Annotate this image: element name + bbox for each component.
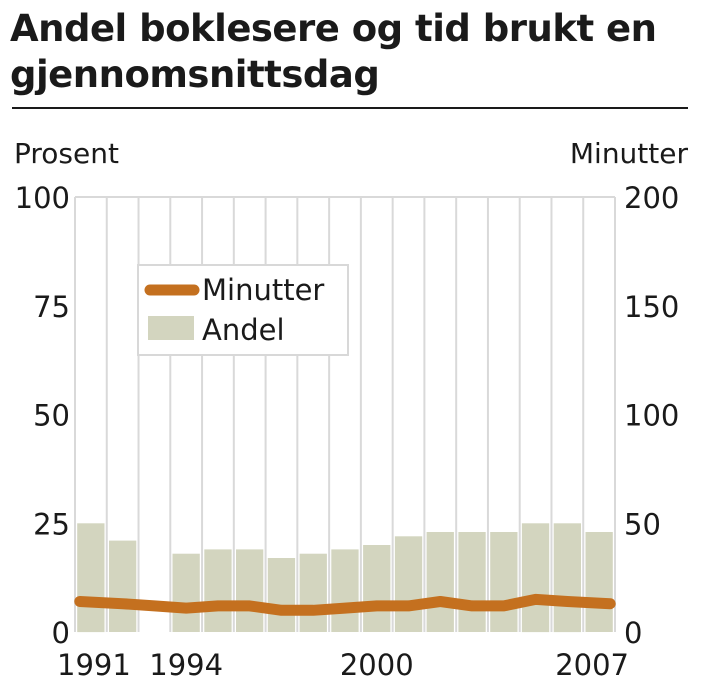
chart-title: Andel boklesere og tid brukt en gjennoms… bbox=[10, 7, 657, 96]
point-2003 bbox=[471, 605, 473, 607]
bar-2000 bbox=[363, 545, 391, 632]
bar-2001 bbox=[394, 536, 423, 632]
bar-1995 bbox=[204, 549, 232, 632]
point-2004 bbox=[503, 605, 505, 607]
point-1998 bbox=[312, 609, 314, 611]
xtick-1994: 1994 bbox=[149, 648, 223, 682]
point-2002 bbox=[439, 601, 441, 602]
point-2005 bbox=[535, 598, 537, 600]
bar-series-andel bbox=[75, 197, 615, 633]
point-1991 bbox=[79, 601, 81, 602]
legend-label-minutter: Minutter bbox=[202, 273, 324, 307]
point-1995 bbox=[217, 605, 219, 607]
bar-1999 bbox=[331, 549, 359, 632]
ytick-right-200: 200 bbox=[624, 181, 679, 215]
point-2006 bbox=[566, 601, 568, 602]
xtick-2000: 2000 bbox=[340, 648, 414, 682]
bar-2005 bbox=[521, 523, 550, 633]
line-series-minutter bbox=[74, 593, 616, 616]
point-2001 bbox=[408, 605, 409, 607]
ytick-left-100: 100 bbox=[15, 181, 70, 215]
ylabel-left: Prosent bbox=[14, 137, 119, 170]
axes: 0 25 50 75 100 0 50 100 150 200 1991 1994 2000 2007 Pr… bbox=[14, 137, 688, 682]
ytick-right-100: 100 bbox=[624, 399, 679, 433]
ylabel-right: Minutter bbox=[570, 137, 689, 170]
ytick-right-0: 0 bbox=[624, 616, 642, 650]
bar-2007 bbox=[585, 532, 613, 632]
bar-1997 bbox=[267, 558, 296, 632]
bar-1996 bbox=[236, 549, 264, 632]
point-2007 bbox=[609, 603, 611, 605]
ytick-right-50: 50 bbox=[624, 507, 661, 541]
bar-2004 bbox=[490, 532, 518, 632]
point-1994 bbox=[185, 607, 187, 609]
legend-label-andel: Andel bbox=[202, 313, 285, 347]
ytick-left-0: 0 bbox=[52, 616, 70, 650]
bar-1998 bbox=[299, 553, 327, 632]
bar-1994 bbox=[172, 553, 200, 632]
bar-1991 bbox=[77, 523, 105, 633]
bar-1992 bbox=[109, 540, 137, 632]
bar-2003 bbox=[458, 532, 486, 632]
point-1996 bbox=[249, 605, 251, 607]
point-1999 bbox=[344, 607, 346, 609]
legend: Minutter Andel bbox=[137, 264, 349, 356]
title-divider bbox=[12, 107, 688, 109]
point-2000 bbox=[376, 605, 378, 607]
ytick-left-25: 25 bbox=[33, 507, 70, 541]
xtick-2007: 2007 bbox=[555, 648, 629, 682]
ytick-left-50: 50 bbox=[33, 399, 70, 433]
ytick-right-150: 150 bbox=[624, 290, 679, 324]
point-1997 bbox=[281, 609, 282, 611]
point-1992 bbox=[122, 603, 124, 605]
bar-2006 bbox=[553, 523, 581, 633]
legend-swatch-andel bbox=[148, 316, 194, 340]
bar-2002 bbox=[426, 532, 454, 632]
xtick-1991: 1991 bbox=[57, 648, 131, 682]
ytick-left-75: 75 bbox=[33, 290, 70, 324]
point-1993 bbox=[153, 605, 155, 607]
